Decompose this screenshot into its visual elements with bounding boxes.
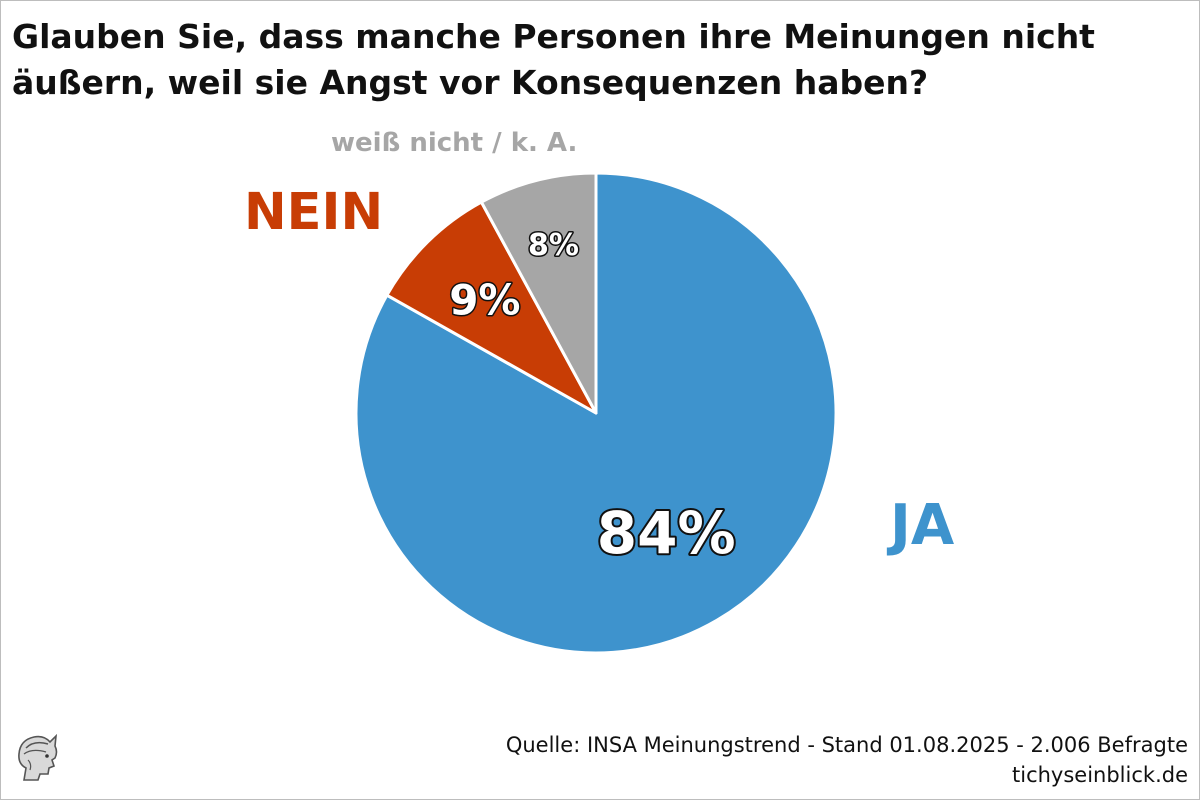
chart-title: Glauben Sie, dass manche Personen ihre M…: [12, 17, 1095, 102]
value-label-nein: 9%: [449, 276, 520, 325]
category-label-ja: JA: [890, 493, 955, 558]
site-name: tichyseinblick.de: [1012, 763, 1188, 787]
hermes-head-icon: [10, 728, 62, 790]
value-label-ja: 84%: [597, 499, 736, 567]
category-label-weiss-nicht: weiß nicht / k. A.: [331, 128, 578, 158]
pie-slice-nein: [385, 200, 598, 415]
source-text: Quelle: INSA Meinungstrend - Stand 01.08…: [505, 733, 1188, 757]
category-label-nein: NEIN: [244, 183, 384, 242]
value-label-weiss-nicht: 8%: [528, 228, 579, 263]
pie-slice-weiss-nicht: [479, 171, 598, 415]
chart-source: Quelle: INSA Meinungstrend - Stand 01.08…: [506, 730, 1188, 790]
